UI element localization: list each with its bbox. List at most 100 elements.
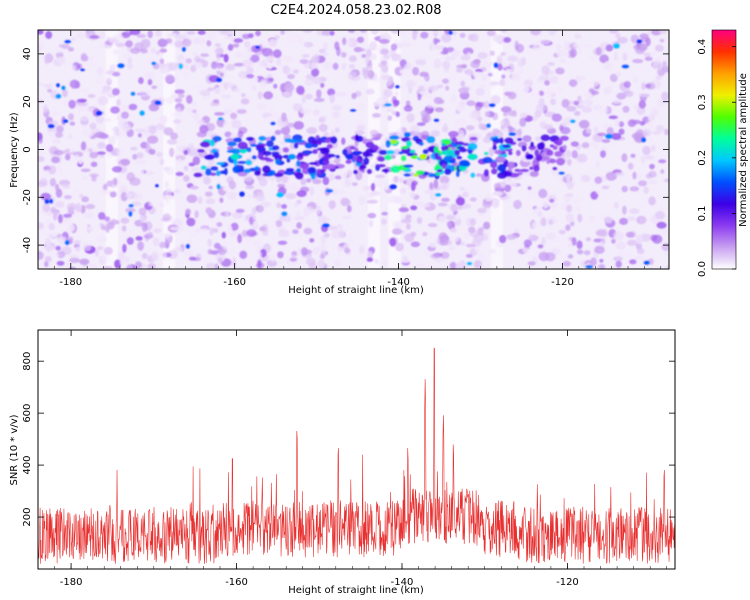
signal-band-cell <box>311 143 319 148</box>
spectrogram-noise-cell <box>221 94 232 99</box>
spectrogram-noise-cell <box>67 64 77 73</box>
spectrogram-noise-cell <box>328 200 336 210</box>
spectrogram-noise-cell <box>97 96 109 106</box>
spectrogram-noise-cell <box>547 62 555 66</box>
spectrogram-noise-cell <box>648 137 655 143</box>
spectrogram-noise-cell <box>464 185 471 193</box>
spectrogram-noise-cell <box>383 89 393 98</box>
spectrogram-noise-cell <box>145 141 150 149</box>
spectrogram-noise-cell <box>121 124 131 132</box>
spectrogram-noise-cell <box>638 100 646 109</box>
signal-band-cell <box>200 165 207 171</box>
spectrogram-x-ticks: -180 -160 -140 -120 <box>37 30 662 288</box>
spectrogram-noise-cell <box>200 53 210 57</box>
spectrogram-noise-cell <box>567 158 572 166</box>
spectrogram-noise-cell <box>283 55 293 63</box>
spectrogram-noise-cell <box>165 38 173 44</box>
spectrogram-noise-cell <box>507 55 518 62</box>
spectrogram-noise-cell <box>255 30 261 37</box>
spectrogram-noise-cell <box>429 182 434 191</box>
spectrogram-noise-cell <box>412 199 419 206</box>
signal-band-cell <box>403 173 411 177</box>
spectrogram-noise-cell <box>274 35 280 39</box>
spectrogram-noise-cell <box>268 38 278 47</box>
spectrogram-noise-cell <box>173 189 182 194</box>
spectrogram-noise-cell <box>135 160 147 165</box>
spectrogram-noise-cell <box>318 117 326 123</box>
spectrogram-noise-cell <box>570 48 577 58</box>
spectrogram-noise-cell <box>522 84 530 94</box>
spectrogram-noise-cell <box>545 232 556 240</box>
spectrogram-noise-cell <box>89 122 97 130</box>
spectrogram-noise-cell <box>608 266 619 269</box>
spectrogram-noise-cell <box>225 63 236 71</box>
spectrogram-noise-cell <box>174 40 184 48</box>
signal-band-cell <box>262 165 271 174</box>
spectrogram-speck <box>239 191 245 198</box>
signal-band-cell <box>227 141 237 147</box>
spectrogram-noise-cell <box>651 145 656 152</box>
spectrogram-noise-cell <box>369 41 378 51</box>
spectrogram-noise-cell <box>327 88 336 96</box>
spectrogram-noise-cell <box>93 77 105 84</box>
spectrogram-noise-cell <box>399 69 405 75</box>
spectrogram-noise-cell <box>469 111 480 119</box>
spectrogram-noise-cell <box>547 224 554 229</box>
spectrogram-noise-cell <box>174 74 179 80</box>
spectrogram-speck <box>216 183 221 190</box>
spectrogram-noise-cell <box>311 61 316 70</box>
spectrogram-speck <box>64 239 70 246</box>
spectrogram-noise-cell <box>281 204 288 209</box>
signal-band-cell <box>515 149 521 157</box>
spectrogram-noise-cell <box>134 261 142 269</box>
spectrogram-noise-cell <box>269 106 277 114</box>
signal-band-cell <box>536 142 545 151</box>
spectrogram-noise-cell <box>259 79 267 89</box>
spectrogram-noise-cell <box>486 30 496 37</box>
spectrogram-noise-cell <box>646 120 654 129</box>
spectrogram-noise-cell <box>517 58 525 68</box>
spectrogram-noise-cell <box>251 207 257 215</box>
spectrogram-noise-cell <box>69 257 81 263</box>
spectrogram-noise-cell <box>540 217 547 227</box>
spectrogram-speck <box>181 46 187 52</box>
spectrogram-noise-cell <box>252 194 258 199</box>
spectrogram-noise-cell <box>159 58 165 65</box>
signal-band-cell <box>456 146 465 150</box>
spectrogram-noise-cell <box>420 31 429 39</box>
spectrogram-noise-cell <box>245 185 255 190</box>
spectrogram-noise-cell <box>175 171 184 177</box>
spectrogram-noise-cell <box>600 150 606 158</box>
signal-band-cell <box>215 170 221 177</box>
spectrogram-noise-cell <box>475 102 486 108</box>
spectrogram-noise-cell <box>120 217 130 224</box>
spectrogram-noise-cell <box>379 38 390 44</box>
spectrogram-noise-cell <box>112 48 119 55</box>
spectrogram-noise-cell <box>45 238 51 247</box>
spectrogram-noise-cell <box>334 175 342 180</box>
spectrogram-noise-cell <box>262 228 269 236</box>
spectrogram-noise-cell <box>389 237 397 247</box>
signal-band-cell <box>297 152 304 158</box>
spectrogram-noise-cell <box>640 155 646 164</box>
spectrogram-noise-cell <box>446 47 455 53</box>
spectrogram-speck <box>643 260 650 266</box>
signal-band-cell <box>282 147 290 153</box>
spectrogram-noise-cell <box>531 221 540 230</box>
spectrogram-noise-cell <box>619 217 628 225</box>
spectrogram-noise-cell <box>168 62 178 71</box>
spectrogram-noise-cell <box>474 58 481 63</box>
spectrogram-noise-cell <box>344 177 352 187</box>
spectrogram-noise-cell <box>174 98 182 103</box>
spectrogram-noise-cell <box>645 178 653 183</box>
spectrogram-noise-cell <box>451 50 461 58</box>
spectrogram-noise-cell <box>292 229 299 235</box>
spectrogram-noise-cell <box>544 87 555 97</box>
signal-band-cell <box>258 135 267 142</box>
spectrogram-noise-cell <box>147 231 153 237</box>
spectrogram-noise-cell <box>642 128 652 137</box>
spectrogram-noise-cell <box>88 147 93 153</box>
signal-band-cell <box>284 138 292 143</box>
signal-band-cell <box>307 166 317 174</box>
spectrogram-noise-cell <box>501 74 506 79</box>
